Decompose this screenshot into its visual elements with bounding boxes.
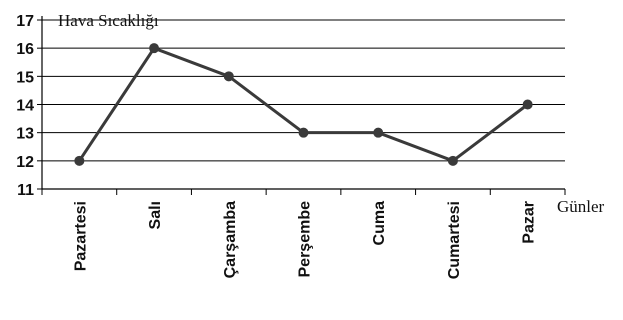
- axis-layer: [37, 16, 566, 195]
- y-tick-labels: 11 12 13 14 15 16 17: [16, 13, 34, 199]
- y-tick-label-17: 17: [16, 13, 34, 30]
- x-tick-label-7: Pazar: [521, 201, 538, 244]
- y-tick-label-12: 12: [16, 154, 34, 171]
- data-point-Pazar: [522, 99, 533, 110]
- x-tick-label-5: Cuma: [371, 201, 388, 246]
- y-tick-label-13: 13: [16, 126, 34, 143]
- series-layer: [74, 43, 533, 166]
- x-tick-labels: Pazartesi Salı Çarşamba Perşembe Cuma Cumarte…: [72, 201, 537, 279]
- y-axis-title: Hava Sıcaklığı: [58, 11, 159, 30]
- x-axis-title: Günler: [557, 197, 605, 216]
- data-point-Pazartesi: [74, 155, 85, 166]
- data-point-Çarşamba: [223, 71, 234, 82]
- y-tick-label-16: 16: [16, 41, 34, 58]
- data-point-Cuma: [373, 127, 384, 138]
- x-tick-label-1: Pazartesi: [72, 201, 89, 271]
- y-tick-label-15: 15: [16, 69, 34, 86]
- data-point-Perşembe: [298, 127, 309, 138]
- grid-layer: [42, 19, 565, 162]
- x-tick-label-4: Perşembe: [297, 201, 314, 278]
- data-point-Salı: [149, 43, 160, 54]
- x-tick-label-2: Salı: [147, 201, 164, 229]
- y-tick-label-11: 11: [17, 182, 34, 199]
- data-point-Cumartesi: [447, 155, 458, 166]
- y-tick-label-14: 14: [16, 98, 34, 115]
- x-tick-label-6: Cumartesi: [446, 201, 463, 279]
- x-tick-label-3: Çarşamba: [222, 201, 239, 278]
